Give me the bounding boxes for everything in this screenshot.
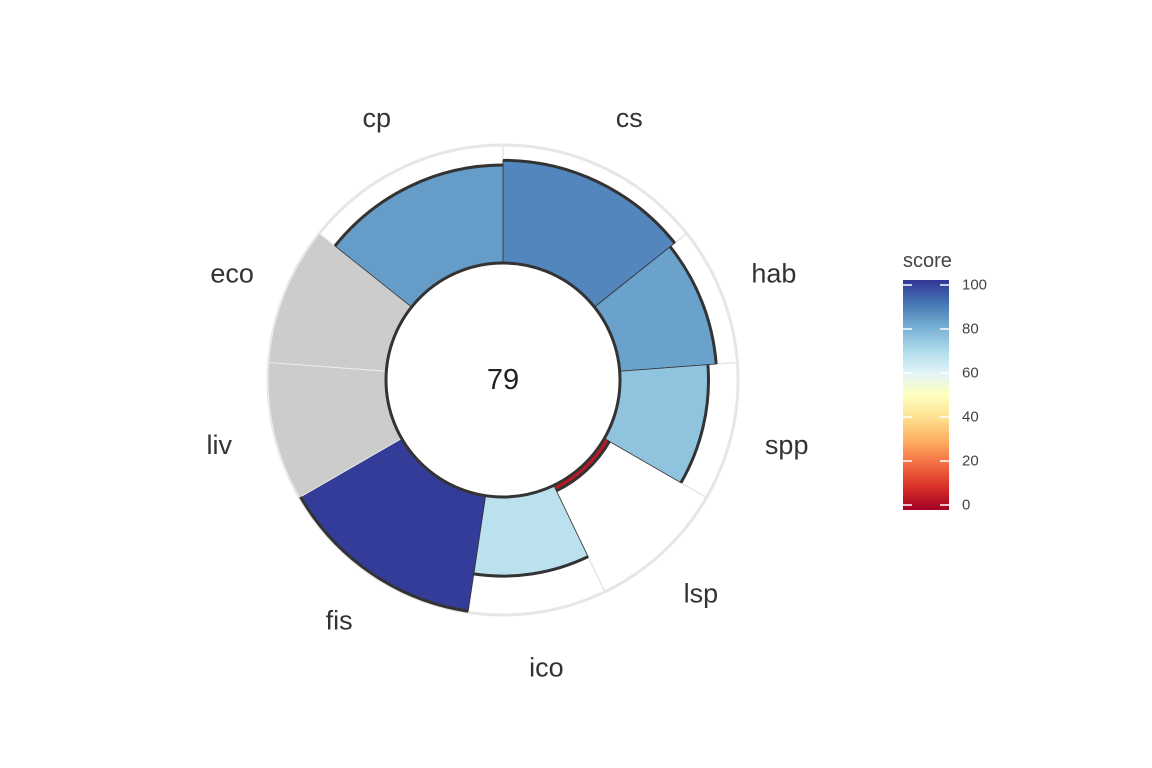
center-score: 79 [487, 364, 519, 396]
goal-label-spp: spp [765, 430, 809, 460]
legend-tick-label: 100 [962, 277, 987, 294]
goal-label-lsp: lsp [684, 578, 719, 608]
petal-outline-cs [502, 158, 676, 244]
legend-tick-label: 40 [962, 409, 979, 426]
petal-outline-ico [473, 555, 589, 578]
goal-label-cp: cp [362, 103, 391, 133]
goal-label-eco: eco [210, 259, 254, 289]
petal-outline-spp [679, 364, 710, 484]
legend: score 0 20 40 60 80 100 [903, 250, 987, 514]
petal-outline-cp [333, 163, 504, 247]
goal-label-fis: fis [326, 605, 353, 635]
legend-tick-label: 60 [962, 365, 979, 382]
goal-label-ico: ico [529, 653, 564, 683]
petal-outlines [299, 158, 718, 613]
legend-tick-label: 0 [962, 497, 970, 514]
legend-title: score [903, 250, 952, 272]
goal-label-liv: liv [207, 430, 233, 460]
legend-tick-label: 20 [962, 453, 979, 470]
goal-label-cs: cs [616, 103, 643, 133]
petal-outline-hab [668, 245, 718, 365]
legend-ticks: 0 20 40 60 80 100 [903, 277, 987, 514]
legend-tick-label: 80 [962, 321, 979, 338]
legend-colorbar [903, 280, 949, 510]
inner-circle [384, 261, 622, 499]
petal-outline-fis [299, 496, 469, 613]
goal-labels: cs hab spp lsp ico fis liv eco cp [207, 103, 809, 683]
goal-label-hab: hab [751, 259, 796, 289]
petal-outline-lsp [555, 440, 611, 493]
